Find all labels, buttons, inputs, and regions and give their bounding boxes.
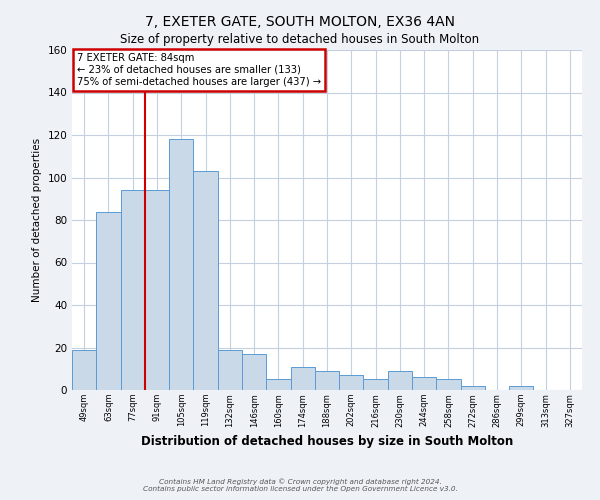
Bar (242, 354, 266, 390)
Text: 7 EXETER GATE: 84sqm
← 23% of detached houses are smaller (133)
75% of semi-deta: 7 EXETER GATE: 84sqm ← 23% of detached h… (77, 54, 321, 86)
Text: Contains HM Land Registry data © Crown copyright and database right 2024.
Contai: Contains HM Land Registry data © Crown c… (143, 478, 457, 492)
Bar (412, 378, 436, 390)
Bar (436, 380, 461, 390)
Bar (193, 171, 218, 390)
Bar (266, 380, 290, 390)
Bar (339, 375, 364, 390)
Bar (364, 380, 388, 390)
Text: 7, EXETER GATE, SOUTH MOLTON, EX36 4AN: 7, EXETER GATE, SOUTH MOLTON, EX36 4AN (145, 15, 455, 29)
Bar (121, 190, 145, 390)
Bar (72, 350, 96, 390)
Bar (290, 366, 315, 390)
Bar (169, 139, 193, 390)
Text: Size of property relative to detached houses in South Molton: Size of property relative to detached ho… (121, 32, 479, 46)
Bar (461, 386, 485, 390)
Bar (96, 212, 121, 390)
Bar (218, 350, 242, 390)
Bar (315, 371, 339, 390)
X-axis label: Distribution of detached houses by size in South Molton: Distribution of detached houses by size … (141, 435, 513, 448)
Bar (145, 190, 169, 390)
Bar (509, 386, 533, 390)
Bar (388, 371, 412, 390)
Y-axis label: Number of detached properties: Number of detached properties (32, 138, 42, 302)
